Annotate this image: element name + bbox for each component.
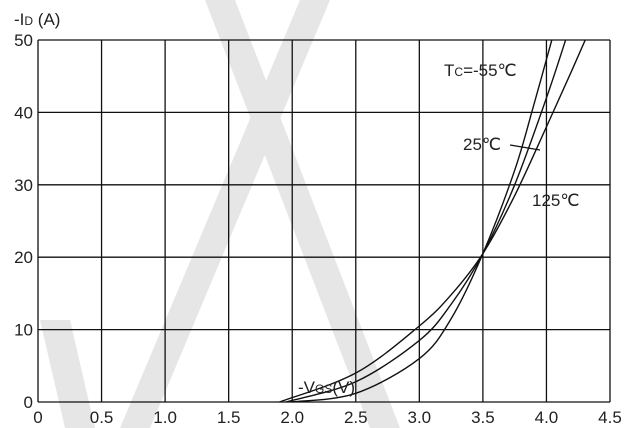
y-tick-label: 30 bbox=[14, 176, 33, 195]
y-tick-label: 20 bbox=[14, 248, 33, 267]
x-tick-labels: 0 0.5 1.0 1.5 2.0 2.5 3.0 3.5 4.0 4.5 bbox=[33, 408, 622, 427]
watermark-stroke-2 bbox=[40, 320, 95, 428]
series-label-125c: 125℃ bbox=[532, 191, 579, 210]
y-tick-labels: 0 10 20 30 40 50 bbox=[14, 31, 33, 412]
y-axis-label: -ID (A) bbox=[14, 10, 60, 29]
series-label-25c-leader bbox=[509, 144, 541, 151]
x-tick-label: 0.5 bbox=[90, 408, 114, 427]
curve-25c bbox=[285, 40, 567, 403]
curves bbox=[279, 40, 586, 403]
x-tick-label: 3.5 bbox=[471, 408, 495, 427]
y-tick-label: 40 bbox=[14, 103, 33, 122]
watermark-stroke-0 bbox=[120, 0, 330, 428]
x-tick-label: 2.5 bbox=[344, 408, 368, 427]
x-tick-label: 1.0 bbox=[153, 408, 177, 427]
x-tick-label: 4.0 bbox=[535, 408, 559, 427]
y-tick-label: 10 bbox=[14, 321, 33, 340]
series-label-25c: 25℃ bbox=[463, 135, 501, 154]
x-tick-label: 0 bbox=[33, 408, 42, 427]
x-tick-label: 4.5 bbox=[598, 408, 622, 427]
curve-125c bbox=[279, 40, 586, 403]
x-tick-label: 3.0 bbox=[408, 408, 432, 427]
watermark-stroke-1 bbox=[205, 0, 400, 428]
curve-labels: TC=-55℃ 25℃ 125℃ bbox=[444, 61, 579, 210]
x-tick-label: 2.0 bbox=[280, 408, 304, 427]
watermark-background bbox=[40, 0, 400, 428]
x-axis-label: -VGS(V) bbox=[298, 378, 355, 397]
y-tick-label: 50 bbox=[14, 31, 33, 50]
x-tick-label: 1.5 bbox=[217, 408, 241, 427]
grid bbox=[37, 39, 611, 403]
curve-tc-minus55 bbox=[292, 40, 553, 403]
series-label-tc-minus55: TC=-55℃ bbox=[444, 61, 517, 80]
y-tick-label: 0 bbox=[24, 393, 33, 412]
